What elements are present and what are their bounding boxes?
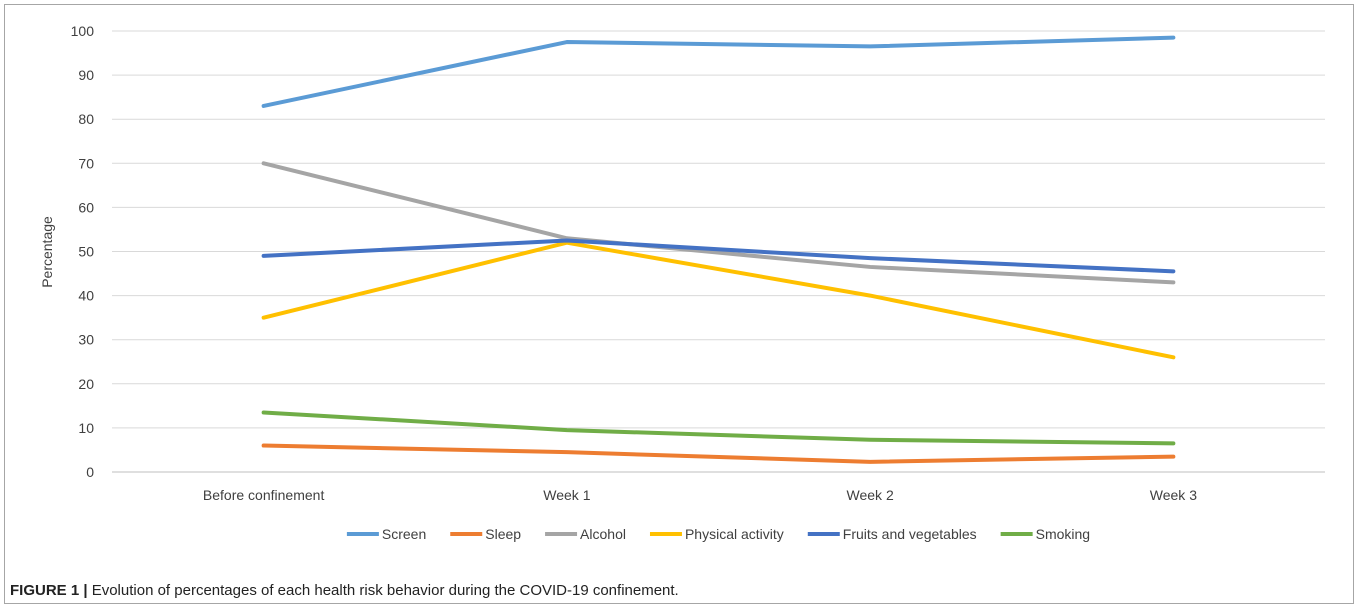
figure-caption: FIGURE 1 | Evolution of percentages of e…	[10, 582, 679, 599]
series-line-physical-activity	[261, 240, 1176, 360]
legend: Screen Sleep Alcohol Physical activity Fruit…	[346, 526, 1090, 542]
y-tick-label-20: 20	[78, 376, 94, 392]
x-tick-label-4: Week 3	[1150, 487, 1197, 503]
y-tick-label-40: 40	[78, 288, 94, 304]
y-tick-label-100: 100	[71, 23, 95, 39]
y-tick-label-70: 70	[78, 155, 94, 171]
y-tick-label-60: 60	[78, 199, 94, 215]
series-lines	[261, 35, 1176, 464]
caption-text: Evolution of percentages of each health …	[87, 582, 679, 599]
x-tick-label-2: Week 1	[543, 487, 590, 503]
legend-label-alcohol: Alcohol	[580, 526, 626, 542]
series-line-screen	[261, 35, 1176, 108]
y-tick-label-0: 0	[86, 464, 94, 480]
gridlines	[112, 30, 1325, 473]
y-axis-label: Percentage	[39, 216, 55, 288]
y-tick-label-50: 50	[78, 244, 94, 260]
series-line-fruits-and-vegetables	[261, 238, 1176, 274]
x-tick-label-3: Week 2	[847, 487, 894, 503]
series-line-alcohol	[261, 161, 1176, 285]
legend-label-sleep: Sleep	[485, 526, 521, 542]
legend-label-smoking: Smoking	[1036, 526, 1090, 542]
x-tick-label-1: Before confinement	[203, 487, 325, 503]
y-tick-label-30: 30	[78, 332, 94, 348]
legend-label-physical-activity: Physical activity	[685, 526, 784, 542]
y-tick-label-80: 80	[78, 111, 94, 127]
y-tick-label-90: 90	[78, 67, 94, 83]
figure-frame	[4, 4, 1354, 604]
legend-label-screen: Screen	[382, 526, 426, 542]
line-chart: 0 10 20 30 40 50 60 70 80 90 100 Before confinement…	[39, 23, 1325, 542]
caption-label: FIGURE 1 |	[10, 582, 88, 599]
y-tick-label-10: 10	[78, 420, 94, 436]
legend-label-fruits-and-vegetables: Fruits and vegetables	[843, 526, 977, 542]
series-line-smoking	[261, 410, 1176, 446]
axes: 0 10 20 30 40 50 60 70 80 90 100 Before confinement…	[71, 23, 1198, 503]
series-line-sleep	[261, 443, 1176, 464]
